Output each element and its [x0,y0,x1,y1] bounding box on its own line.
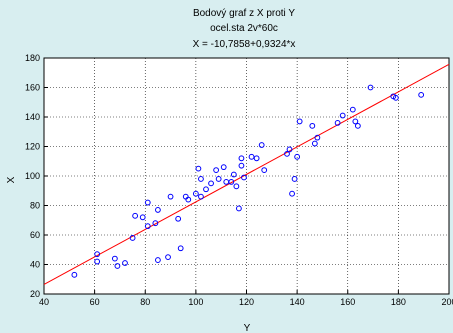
chart-title-line-3: X = -10,7858+0,9324*x [193,39,296,50]
x-tick-label: 60 [90,297,100,307]
data-point [139,214,146,221]
data-point [289,190,295,197]
data-point [261,167,268,174]
data-point [294,153,301,160]
data-point [177,245,184,252]
x-tick-label: 100 [188,297,203,307]
data-point [228,179,235,185]
data-point [215,176,222,182]
y-tick-label: 20 [30,289,40,299]
data-point [291,176,298,182]
data-point [192,190,199,197]
data-point [339,112,346,119]
data-point [152,220,159,227]
x-tick-label: 80 [140,297,150,307]
data-point [311,140,318,147]
data-point [122,260,128,266]
data-point [418,91,425,98]
data-point [71,271,78,278]
data-point [203,186,209,193]
data-point [155,257,161,263]
data-point [195,165,202,172]
x-tick-label: 160 [340,297,355,307]
data-point [155,207,161,213]
y-tick-label: 120 [25,142,40,152]
y-tick-label: 40 [30,260,40,270]
data-point [296,118,303,125]
data-point [258,142,265,148]
data-point [213,167,220,174]
x-tick-label: 40 [39,297,49,307]
data-point [314,134,321,141]
data-point [309,122,316,129]
data-point [111,255,118,262]
data-point [238,155,245,162]
data-point [248,153,255,160]
data-point [334,120,341,126]
x-tick-label: 120 [239,297,254,307]
x-tick-label: 200 [441,297,453,307]
data-point [349,106,356,113]
x-tick-label: 140 [290,297,305,307]
data-point [238,162,245,169]
data-point [220,164,227,171]
data-point [129,235,136,241]
data-point [144,199,151,206]
data-point [367,84,374,91]
data-points [71,84,425,278]
y-tick-label: 160 [25,83,40,93]
data-point [352,118,359,125]
y-tick-label: 80 [30,201,40,211]
data-point [185,196,192,203]
data-point [230,171,237,178]
data-point [114,263,121,269]
data-point [253,155,260,162]
x-tick-labels: 40 60 80 100 120 140 160 180 200 [39,290,453,307]
fit-line-group [43,63,450,285]
chart-title-line-2: ocel.sta 2v*60c [210,23,278,34]
data-point [94,251,101,258]
y-axis-label: X [6,176,17,183]
y-tick-label: 140 [25,112,40,122]
data-point [175,215,182,222]
regression-line [43,63,450,285]
x-tick-label: 180 [391,297,406,307]
data-point [144,223,151,230]
data-point [165,254,171,261]
y-tick-label: 100 [25,171,40,181]
data-point [284,150,290,157]
data-point [236,205,242,212]
data-point [132,212,139,219]
x-axis-label: Y [244,323,251,333]
data-point [241,174,247,181]
data-point [208,180,214,187]
data-point [354,122,361,129]
y-tick-labels: 20 40 60 80 100 120 140 160 180 [25,53,48,299]
y-tick-label: 180 [25,53,40,63]
data-point [392,94,399,101]
data-point [233,183,240,190]
data-point [94,258,101,265]
data-point [198,176,204,182]
data-point [167,193,174,200]
data-point [198,193,204,200]
chart-title-line-1: Bodový graf z X proti Y [193,8,295,19]
y-tick-label: 60 [30,230,40,240]
data-point [286,146,293,153]
